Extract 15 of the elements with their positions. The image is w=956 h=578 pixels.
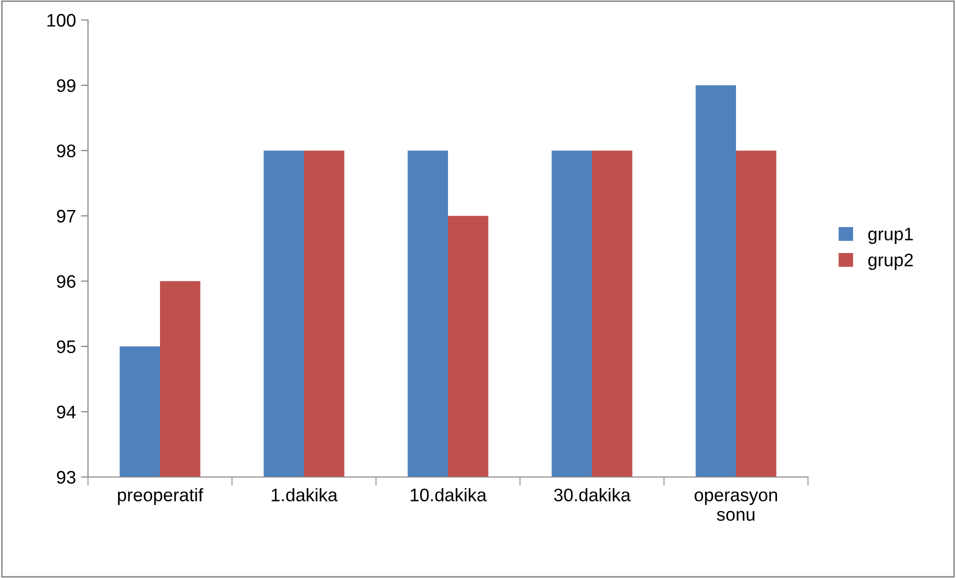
x-tick-label: 30.dakika [554, 488, 631, 502]
y-tick-label: 93 [56, 470, 76, 484]
x-tick-label: 10.dakika [410, 488, 487, 502]
x-tick-label: 1.dakika [272, 488, 338, 502]
y-tick-label: 97 [56, 210, 76, 223]
legend-label: grup1 [868, 228, 913, 244]
x-tick-label: operasyon sonu [694, 491, 777, 521]
y-tick-label: 100 [47, 14, 76, 27]
y-tick-label: 99 [56, 79, 76, 92]
y-tick-label: 94 [56, 406, 76, 418]
x-tick-label: preoperatif [118, 488, 204, 505]
y-tick-label: 95 [56, 340, 76, 354]
y-tick-label: 98 [56, 144, 76, 158]
legend-label: grup2 [868, 254, 913, 270]
y-tick-label: 96 [56, 275, 76, 288]
